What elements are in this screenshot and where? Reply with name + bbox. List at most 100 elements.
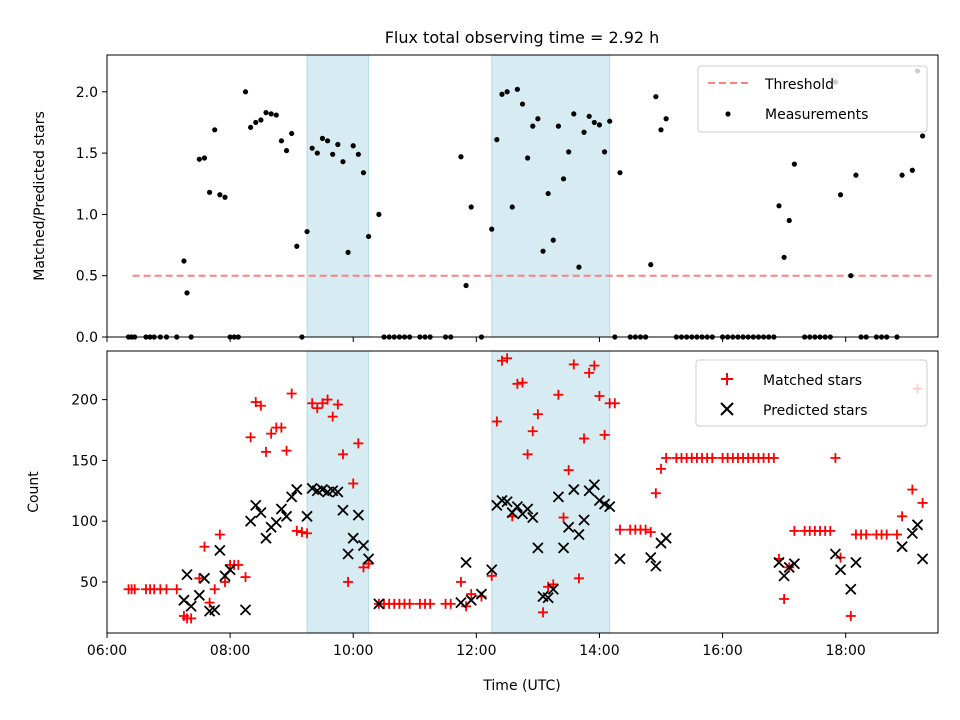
matched-star-point [302, 528, 313, 539]
measurement-point [504, 89, 510, 95]
predicted-star-point [896, 541, 908, 553]
top-y-tick-label: 2.0 [76, 85, 98, 101]
legend-matched-swatch [721, 373, 733, 385]
matched-star-point [825, 525, 836, 536]
measurement-point [253, 119, 259, 126]
predicted-star-point [604, 500, 616, 513]
predicted-star-point [511, 500, 524, 513]
measurement-point [663, 116, 669, 122]
predicted-star-point [829, 548, 842, 560]
top-y-axis-label: Matched/Predicted stars [32, 111, 48, 281]
matched-star-point [455, 576, 466, 587]
matched-star-point [276, 422, 287, 433]
matched-star-point [707, 452, 718, 463]
matched-star-point [830, 452, 841, 463]
bottom-y-tick-label: 150 [71, 453, 98, 469]
matched-star-point [129, 584, 140, 595]
measurement-point [540, 248, 546, 254]
predicted-star-point [337, 504, 349, 516]
matched-star-point [589, 360, 600, 371]
measurement-point [196, 156, 202, 162]
matched-star-point [558, 512, 569, 523]
measurement-point [494, 137, 500, 143]
matched-star-point [266, 428, 277, 439]
measurement-point [781, 254, 787, 260]
predicted-star-point [588, 479, 600, 491]
measurement-point [468, 204, 474, 210]
measurement-point [278, 138, 285, 144]
matched-star-point [425, 598, 436, 609]
measurement-point [355, 151, 361, 157]
measurement-point [586, 113, 592, 119]
bottom-y-tick-label: 100 [71, 514, 98, 530]
matched-star-point [194, 573, 205, 584]
measurement-point [463, 282, 469, 289]
measurement-point [201, 155, 208, 161]
predicted-star-point [660, 532, 672, 544]
predicted-star-point [578, 514, 590, 526]
matched-star-point [579, 433, 590, 444]
predicted-star-point [214, 544, 226, 556]
measurement-point [350, 143, 356, 149]
predicted-star-point [291, 483, 303, 496]
matched-star-point [358, 562, 369, 573]
predicted-star-point [773, 556, 785, 569]
legend-measurements-label: Measurements [765, 107, 868, 123]
matched-star-point [538, 607, 549, 618]
predicted-star-point [332, 486, 344, 498]
predicted-star-point [270, 516, 282, 529]
predicted-star-point [193, 589, 205, 601]
predicted-star-point [911, 519, 924, 531]
predicted-star-point [650, 560, 662, 572]
bottom-legend-box [695, 359, 928, 427]
bottom-y-ticks: 50 100 150 200 [71, 393, 107, 591]
predicted-star-point [542, 592, 554, 604]
measurement-point [263, 110, 269, 116]
top-legend-box [697, 65, 928, 133]
measurement-point [258, 117, 264, 123]
predicted-star-point [547, 583, 559, 595]
matched-star-point [835, 552, 846, 563]
predicted-star-point [532, 542, 544, 554]
predicted-star-point [593, 494, 606, 507]
matched-star-point [645, 527, 656, 538]
measurement-point [555, 123, 562, 129]
predicted-star-point [573, 528, 585, 541]
measurement-point [837, 192, 844, 198]
matched-star-point [599, 429, 610, 440]
matched-star-point [281, 445, 292, 456]
legend-matched-label: Matched stars [763, 373, 862, 389]
matched-star-point [881, 529, 892, 540]
measurement-point [248, 124, 254, 130]
matched-star-point [327, 411, 338, 422]
measurement-point [514, 86, 520, 92]
measurement-point [530, 123, 536, 129]
matched-star-point [891, 529, 902, 540]
measurement-point [920, 133, 926, 139]
matched-star-point [250, 397, 261, 408]
top-axes-frame [106, 54, 939, 338]
matched-star-point [650, 488, 661, 499]
matched-star-point [204, 597, 215, 608]
measurement-point [596, 122, 603, 128]
matched-star-point [286, 388, 297, 399]
measurement-point [304, 228, 310, 235]
predicted-star-point [645, 552, 657, 564]
predicted-star-point [527, 511, 539, 524]
matched-star-point [291, 525, 302, 536]
predicted-star-point [342, 548, 354, 560]
measurement-point [360, 170, 367, 176]
matched-star-point [491, 416, 502, 427]
predicted-star-point [185, 600, 197, 612]
predicted-star-point [275, 503, 288, 515]
measurement-point [309, 145, 315, 151]
measurement-point [345, 249, 351, 255]
measurement-point [273, 112, 279, 118]
top-legend: Threshold Measurements [697, 65, 928, 133]
matched-star-point [897, 511, 908, 522]
matched-star-point [584, 367, 595, 378]
matched-star-point [532, 409, 543, 420]
matched-star-point [161, 584, 172, 595]
measurement-point [791, 161, 797, 167]
bottom-x-tick-label: 08:00 [210, 643, 250, 659]
